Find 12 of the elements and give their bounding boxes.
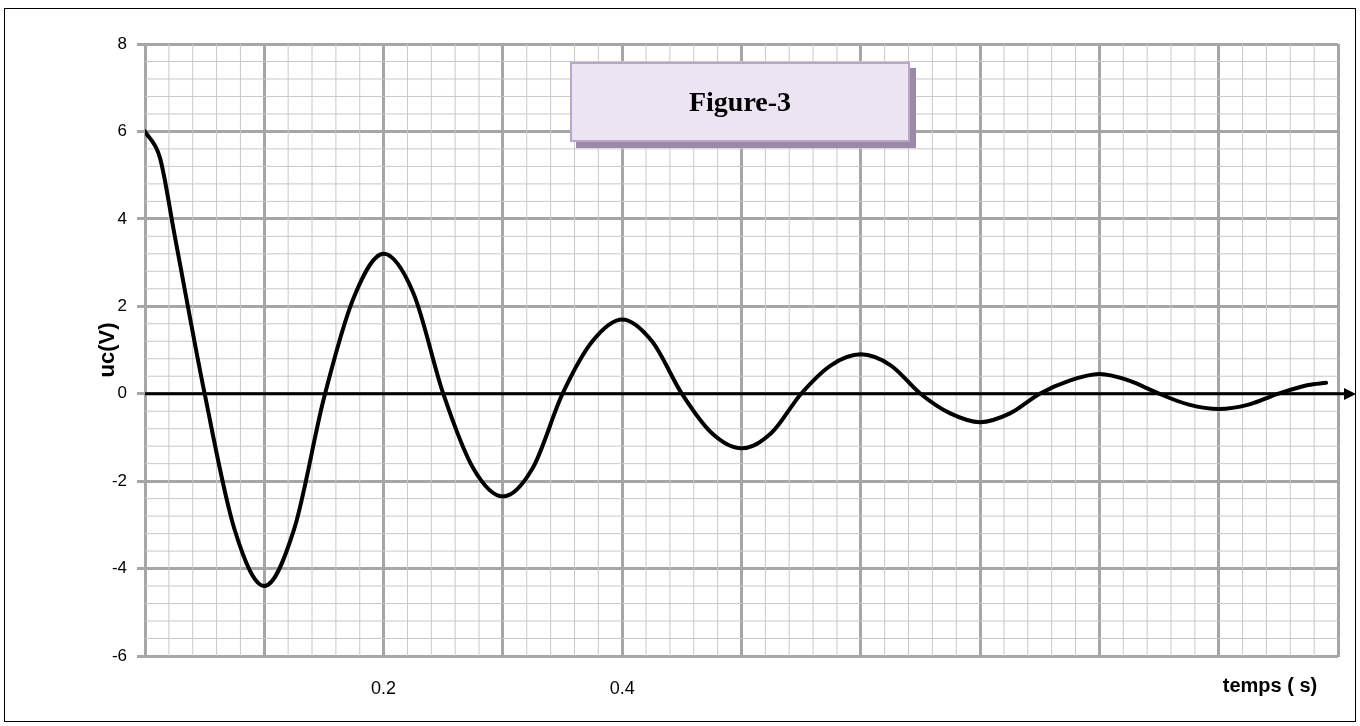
y-tick-label: 0	[117, 383, 127, 403]
y-tick-label: 4	[117, 208, 127, 228]
y-tick-label: -6	[111, 645, 127, 665]
x-tick-label: 0.2	[371, 677, 397, 698]
y-tick-label: -4	[111, 558, 127, 578]
x-axis-title: temps ( s)	[1222, 673, 1318, 696]
y-tick-label: 6	[117, 121, 127, 141]
x-tick-label: 0.4	[609, 677, 635, 698]
y-tick-label: -2	[111, 470, 127, 490]
y-axis-title: uc(V)	[94, 322, 120, 378]
y-tick-label: 2	[117, 295, 127, 315]
y-tick-label: 8	[117, 33, 127, 53]
